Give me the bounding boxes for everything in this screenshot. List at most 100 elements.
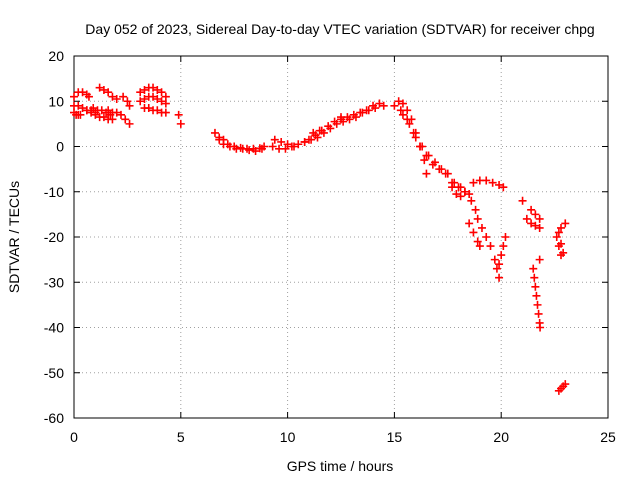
data-point [398,110,407,119]
data-point [251,147,260,156]
series-arc-ab [465,219,484,251]
data-point [304,135,313,144]
data-point [379,101,388,110]
data-point [351,113,360,122]
data-point [108,115,117,124]
series-arc-ac [469,176,508,192]
data-point [531,210,540,219]
data-point [78,88,87,97]
data-point [89,104,98,113]
series-arc-d [82,106,117,124]
data-point [418,142,427,151]
data-point [465,190,474,199]
series-arc-af [522,214,531,223]
data-point [477,223,486,232]
series-arc-am [557,248,568,260]
y-tick-label: -60 [44,410,64,426]
data-point [140,85,149,94]
series-arc-n [215,135,266,156]
y-axis-label: SDTVAR / TECUs [6,181,22,293]
series-arc-h [119,92,134,110]
data-point [456,192,465,201]
data-point [358,108,367,117]
data-point [475,242,484,251]
data-point [411,133,420,142]
data-point [153,85,162,94]
data-point [467,196,476,205]
data-point [245,146,254,155]
data-point [409,128,418,137]
data-point [390,101,399,110]
data-point [497,251,506,260]
data-point [136,97,145,106]
data-point [499,183,508,192]
data-point [492,264,501,273]
data-point [290,142,299,151]
data-point [324,122,333,131]
data-point [294,140,303,149]
y-tick-label: 0 [56,139,64,155]
data-point [424,151,433,160]
data-point [140,94,149,103]
data-point [531,282,540,291]
series-arc-u [339,104,380,126]
x-tick-label: 5 [177,429,185,445]
data-point [104,88,113,97]
data-point [157,97,166,106]
data-point [536,323,545,332]
data-point [501,233,510,241]
y-tick-label: 10 [48,93,64,109]
data-point [300,137,309,146]
data-point [104,106,113,115]
data-point [375,99,384,108]
series-arc-x [398,110,469,196]
series-arc-s [309,126,324,137]
data-point [448,183,457,192]
data-point [125,101,134,110]
data-point [490,255,499,264]
series-arc-c [70,108,85,119]
data-point [136,88,145,97]
data-point [527,205,536,214]
data-point [257,144,266,153]
data-point [283,140,292,149]
data-point [450,178,459,187]
series-arc-ag [527,205,544,223]
data-point [99,113,108,122]
data-point [486,242,495,251]
data-point [456,183,465,192]
series-arc-ad [495,233,510,269]
data-point [396,106,405,115]
data-point [531,221,540,230]
data-point [495,180,504,189]
series-arc-ai [529,264,545,332]
data-point [225,142,234,151]
series-arc-p [270,135,299,151]
data-point [268,142,277,151]
data-point [535,223,544,232]
y-tick-label: -40 [44,320,64,336]
series-arc-ah [527,219,544,232]
data-point [482,176,491,185]
data-point [123,97,132,106]
x-tick-label: 10 [280,429,296,445]
data-point [495,260,504,269]
data-point [420,156,429,165]
series-arc-j [136,92,170,108]
data-point [315,126,324,135]
data-point [82,106,91,115]
x-tick-label: 20 [493,429,509,445]
data-point [430,158,439,167]
data-point [78,104,87,113]
data-point [557,223,566,232]
series-arc-g [104,106,134,128]
data-point [559,248,568,257]
series-arc-al [554,239,566,251]
chart-title: Day 052 of 2023, Sidereal Day-to-day VTE… [85,21,594,37]
data-point [161,99,170,108]
data-point [121,115,130,124]
x-tick-label: 25 [600,429,616,445]
data-point [398,99,407,108]
data-point [405,119,414,128]
data-point [153,94,162,103]
